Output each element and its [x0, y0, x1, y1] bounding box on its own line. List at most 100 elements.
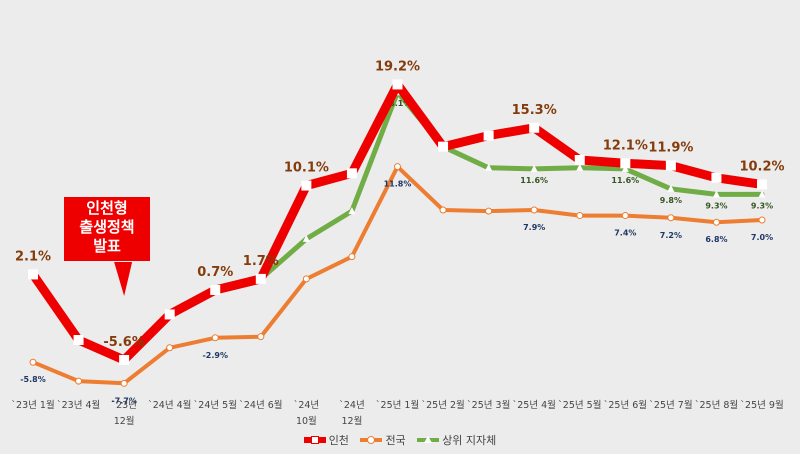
- legend-item-top-regions: 상위 지자체: [417, 432, 496, 448]
- data-label-incheon: 12.1%: [603, 138, 648, 153]
- point-national: [439, 206, 447, 214]
- x-tick-label: `24년 12월: [339, 400, 365, 427]
- legend-swatch-national: [360, 435, 383, 445]
- point-national: [211, 334, 219, 342]
- line-chart: -5.8% -7.7% -2.9% 11.8% 7.9% 7.4% 7.2% 6.8% 7.0%…: [11, 59, 784, 427]
- point-incheon: [483, 130, 494, 141]
- data-label-national: 11.8%: [384, 180, 412, 189]
- point-incheon: [73, 335, 84, 345]
- x-tick-label: `23년 1월: [11, 399, 54, 411]
- point-national: [348, 253, 356, 261]
- data-label-incheon: 1.7%: [243, 254, 279, 269]
- data-label-national: 7.4%: [614, 229, 636, 238]
- x-tick-label: `25년 4월: [512, 399, 555, 411]
- x-tick-label: `25년 8월: [695, 399, 738, 411]
- data-label-national: 7.9%: [523, 223, 545, 232]
- point-incheon: [255, 273, 266, 284]
- point-incheon: [301, 180, 312, 191]
- data-label-national: -5.8%: [20, 375, 46, 384]
- point-top-regions: [621, 164, 629, 172]
- data-label-national: -2.9%: [202, 351, 228, 360]
- point-incheon: [438, 141, 449, 152]
- x-tick-label: `25년 3월: [467, 399, 510, 411]
- point-incheon: [210, 285, 221, 295]
- point-top-regions: [348, 207, 356, 215]
- legend-label-national: 전국: [385, 434, 406, 447]
- data-label-incheon: -5.6%: [103, 335, 144, 350]
- point-national: [166, 344, 174, 352]
- point-national: [75, 377, 83, 385]
- data-label-top-regions: 9.3%: [705, 201, 727, 210]
- point-incheon: [164, 309, 175, 320]
- point-national: [667, 214, 675, 222]
- point-national: [621, 212, 629, 220]
- point-top-regions: [667, 184, 675, 192]
- point-top-regions: [758, 190, 766, 198]
- point-national: [394, 163, 401, 171]
- x-tick-label: `24년 6월: [239, 399, 282, 411]
- series-line-top-regions: [258, 89, 765, 282]
- annotation-line-1: 인천형: [86, 199, 128, 217]
- x-tick-label: `24년 10월: [294, 400, 320, 427]
- point-top-regions: [712, 190, 720, 198]
- point-national: [530, 206, 538, 214]
- data-label-top-regions: 18.1%: [384, 99, 412, 108]
- point-incheon: [119, 355, 130, 365]
- point-incheon: [757, 179, 767, 190]
- point-top-regions: [530, 164, 538, 172]
- point-incheon: [529, 122, 540, 133]
- point-incheon: [574, 155, 585, 165]
- annotation-line-2: 출생정책: [79, 218, 135, 236]
- point-incheon: [392, 79, 403, 90]
- point-national: [257, 333, 265, 341]
- data-label-top-regions: 11.6%: [520, 176, 548, 185]
- point-national: [29, 358, 37, 366]
- point-incheon: [665, 160, 676, 171]
- point-incheon: [620, 158, 631, 169]
- data-label-incheon: 15.3%: [512, 103, 557, 118]
- x-tick-label: `23년 4월: [57, 399, 100, 411]
- point-national: [485, 207, 493, 215]
- data-label-incheon: 10.1%: [284, 161, 329, 176]
- data-label-national: -7.7%: [111, 396, 137, 405]
- data-label-incheon: 0.7%: [197, 265, 233, 280]
- point-national: [712, 218, 720, 226]
- x-tick-label: `25년 9월: [740, 399, 783, 411]
- point-national: [120, 379, 128, 387]
- chart-legend: 인천 전국 상위 지자체: [0, 432, 800, 448]
- point-national: [576, 212, 584, 220]
- point-top-regions: [302, 234, 310, 242]
- x-tick-label: `24년 4월: [148, 399, 191, 411]
- x-tick-label: `25년 6월: [604, 399, 647, 411]
- data-label-national: 7.0%: [751, 233, 773, 242]
- x-tick-label: `25년 5월: [558, 399, 601, 411]
- x-tick-label: `24년 5월: [194, 399, 237, 411]
- annotation-arrow: [114, 262, 133, 296]
- legend-swatch-incheon: [303, 435, 326, 445]
- annotation-callout: 인천형 출생정책 발표: [64, 197, 150, 261]
- x-tick-label: `25년 1월: [376, 399, 419, 411]
- point-top-regions: [485, 163, 493, 171]
- data-label-incheon: 2.1%: [15, 249, 51, 264]
- point-incheon: [346, 168, 357, 179]
- legend-swatch-top-regions: [417, 435, 440, 445]
- point-incheon: [711, 172, 722, 183]
- point-national: [302, 275, 310, 283]
- legend-item-national: 전국: [360, 432, 406, 448]
- data-label-national: 6.8%: [705, 235, 727, 244]
- legend-item-incheon: 인천: [303, 432, 349, 448]
- point-incheon: [28, 269, 38, 280]
- x-tick-label: `23년 12월: [111, 400, 137, 427]
- data-label-top-regions: 9.8%: [660, 196, 682, 205]
- legend-label-incheon: 인천: [328, 434, 349, 447]
- data-label-national: 7.2%: [660, 231, 682, 240]
- data-label-incheon: 19.2%: [375, 59, 420, 74]
- legend-label-top-regions: 상위 지자체: [442, 434, 497, 447]
- data-label-top-regions: 11.6%: [611, 176, 639, 185]
- x-tick-label: `25년 7월: [649, 399, 692, 411]
- annotation-line-3: 발표: [93, 237, 121, 255]
- data-label-top-regions: 9.3%: [751, 201, 773, 210]
- point-top-regions: [576, 163, 584, 171]
- data-label-incheon: 10.2%: [739, 159, 784, 174]
